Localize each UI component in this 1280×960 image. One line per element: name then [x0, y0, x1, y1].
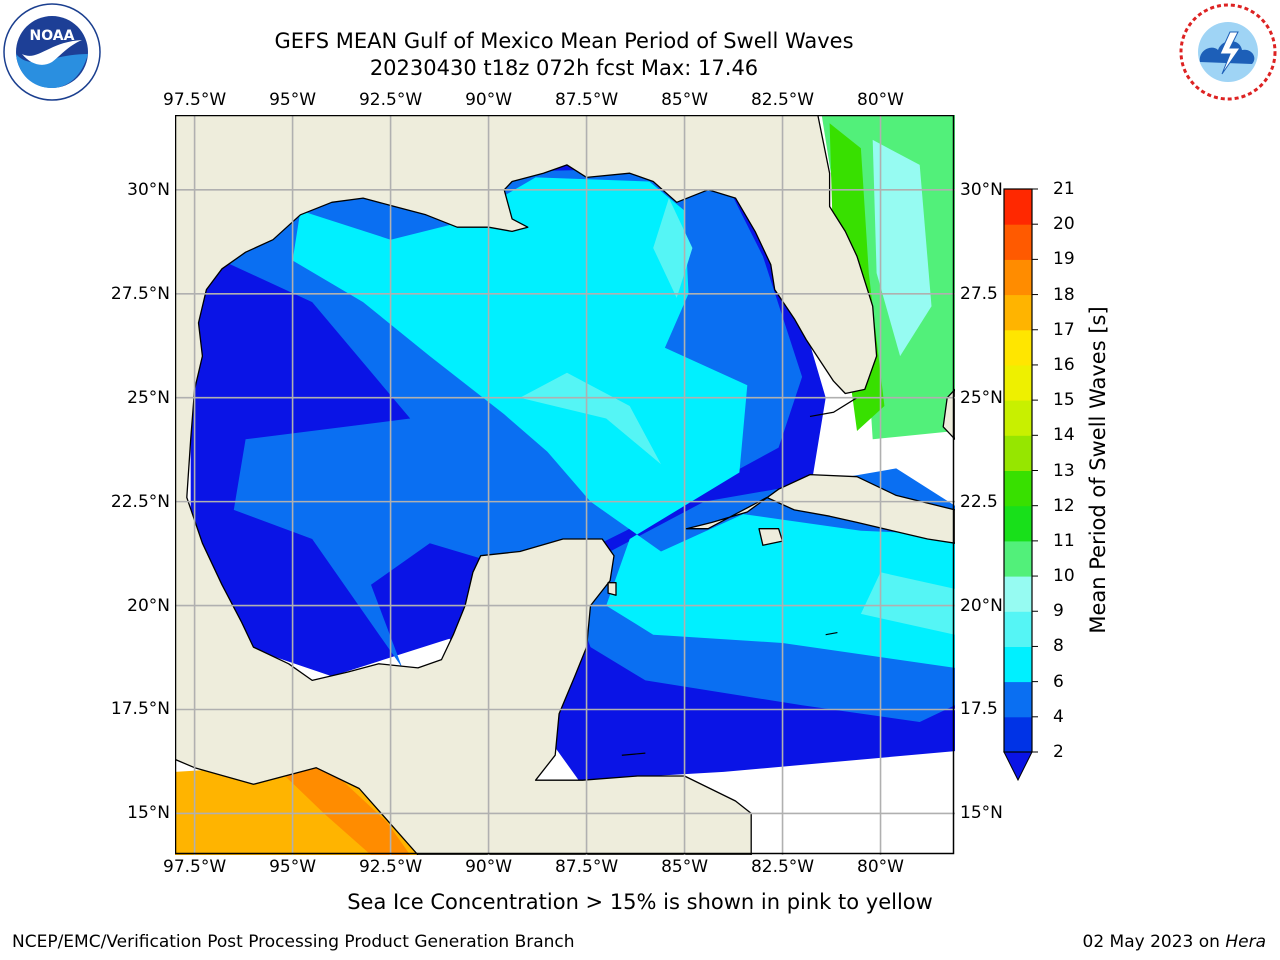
colorbar-tick-label: 12 — [1053, 495, 1075, 516]
colorbar-segment-6 — [1004, 646, 1032, 683]
colorbar-segment-15 — [1004, 364, 1032, 401]
colorbar-segment-20 — [1004, 189, 1032, 225]
land-grand-cayman — [825, 631, 838, 636]
map-frame — [175, 115, 955, 855]
lon-label-top: 87.5°W — [554, 90, 619, 110]
lon-label-bottom: 82.5°W — [750, 857, 815, 877]
colorbar-tick-label: 18 — [1053, 284, 1075, 305]
field-8-9s — [872, 139, 932, 357]
lat-label-right: 22.5 — [960, 491, 998, 512]
lat-label-right: 25°N — [960, 387, 1003, 408]
graticule — [175, 115, 955, 855]
colorbar-tick-label: 14 — [1053, 425, 1075, 446]
lat-label-right: 27.5 — [960, 283, 998, 304]
footer-right: 02 May 2023 on Hera — [1083, 932, 1267, 952]
colorbar-segment-14 — [1004, 400, 1032, 436]
lon-label-top: 92.5°W — [358, 90, 423, 110]
colorbar-segment-4 — [1004, 681, 1032, 718]
lat-label-left: 20°N — [127, 595, 170, 616]
lon-label-top: 90°W — [465, 90, 513, 110]
colorbar-segment-9 — [1004, 576, 1032, 612]
land-cozumel — [607, 582, 617, 596]
lon-label-bottom: 97.5°W — [163, 857, 227, 877]
lat-label-right: 17.5 — [960, 699, 998, 720]
colorbar-segment-17 — [1004, 294, 1032, 331]
land-bay-islands — [621, 752, 646, 756]
land-cuba — [685, 473, 955, 544]
lon-label-bottom: 90°W — [465, 857, 513, 877]
colorbar-segment-11 — [1004, 505, 1032, 542]
colorbar-segment-13 — [1004, 435, 1032, 471]
field-6-8s-a — [519, 372, 661, 465]
nws-logo — [1179, 3, 1277, 101]
colorbar-tick-label: 6 — [1053, 671, 1064, 692]
lon-label-top: 95°W — [269, 90, 317, 110]
footer-left: NCEP/EMC/Verification Post Processing Pr… — [12, 932, 575, 952]
colorbar-segment-16 — [1004, 329, 1032, 366]
colorbar-tick-label: 17 — [1053, 319, 1075, 340]
lon-label-bottom: 85°W — [661, 857, 709, 877]
colorbar-tick-label: 11 — [1053, 530, 1075, 551]
lon-label-top: 80°W — [857, 90, 904, 110]
noaa-logo-text: NOAA — [30, 28, 75, 44]
colorbar-tick-label: 8 — [1053, 636, 1064, 657]
land-mask — [175, 115, 955, 855]
lat-label-right: 30°N — [960, 179, 1003, 200]
lat-label-left: 25°N — [127, 387, 170, 408]
land-bahamas — [942, 388, 955, 440]
lon-label-bottom: 87.5°W — [554, 857, 619, 877]
sea-ice-note: Sea Ice Concentration > 15% is shown in … — [347, 890, 933, 914]
field-6-8s-c — [860, 572, 955, 635]
chart-title: GEFS MEAN Gulf of Mexico Mean Period of … — [274, 29, 854, 53]
lat-label-left: 22.5°N — [110, 491, 170, 512]
noaa-logo: NOAA — [3, 3, 101, 101]
colorbar — [1003, 188, 1038, 782]
colorbar-segment-8 — [1004, 611, 1032, 647]
lon-label-bottom: 80°W — [857, 857, 904, 877]
colorbar-segment-18 — [1004, 259, 1032, 296]
land-mainland — [175, 115, 878, 855]
lat-label-left: 27.5°N — [110, 283, 170, 304]
colorbar-tick-label: 15 — [1053, 390, 1075, 411]
colorbar-label: Mean Period of Swell Waves [s] — [1086, 306, 1110, 634]
colorbar-tick-label: 10 — [1053, 566, 1075, 587]
colorbar-tick-label: 16 — [1053, 354, 1075, 375]
lat-label-left: 17.5°N — [110, 699, 170, 720]
colorbar-segment-10 — [1004, 540, 1032, 577]
footer-date: 02 May 2023 on — [1082, 932, 1226, 952]
lon-label-top: 85°W — [661, 90, 709, 110]
lat-label-right: 20°N — [960, 595, 1003, 616]
colorbar-segment-19 — [1004, 224, 1032, 260]
map-panel — [175, 115, 955, 855]
colorbar-tick-label: 9 — [1053, 601, 1064, 622]
lon-label-top: 82.5°W — [750, 90, 815, 110]
footer-host: Hera — [1225, 932, 1266, 952]
land-florida-keys — [809, 397, 858, 417]
lon-label-bottom: 95°W — [269, 857, 317, 877]
lat-label-left: 15°N — [127, 803, 170, 824]
colorbar-tick-label: 21 — [1053, 179, 1075, 199]
colorbar-segment-12 — [1004, 470, 1032, 507]
colorbar-tick-label: 4 — [1053, 706, 1064, 727]
chart-subtitle: 20230430 t18z 072h fcst Max: 17.46 — [369, 56, 759, 80]
lon-label-bottom: 92.5°W — [358, 857, 423, 877]
field-17-18s — [280, 763, 411, 855]
colorbar-tick-label: 2 — [1053, 742, 1064, 762]
colorbar-segment-2 — [1004, 716, 1032, 753]
colorbar-tick-label: 19 — [1053, 249, 1075, 270]
colorbar-tick-label: 20 — [1053, 214, 1075, 235]
field-6-8s-b — [653, 198, 693, 298]
colorbar-extend-min — [1003, 751, 1033, 782]
lat-label-right: 15°N — [960, 803, 1003, 824]
lat-label-left: 30°N — [127, 179, 170, 200]
colorbar-tick-label: 13 — [1053, 460, 1075, 481]
lon-label-top: 97.5°W — [163, 90, 227, 110]
